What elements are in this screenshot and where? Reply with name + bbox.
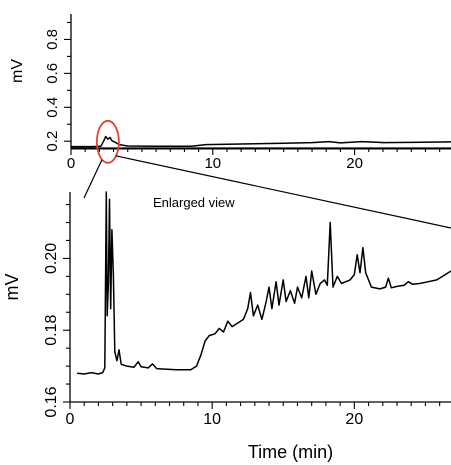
chromatogram-trace bbox=[77, 191, 451, 375]
enlarged-chart: 0 10 20 0.16 0.18 0.20 mV Time (min) bbox=[2, 191, 451, 462]
y-axis-title: mV bbox=[9, 59, 26, 83]
y-tick-label: 0.20 bbox=[43, 243, 60, 274]
highlight-ellipse bbox=[95, 119, 120, 164]
x-axis-title: Time (min) bbox=[248, 442, 333, 462]
y-axis-title: mV bbox=[2, 274, 22, 301]
y-tick-label: 0.16 bbox=[43, 386, 60, 417]
x-tick-label: 10 bbox=[203, 411, 221, 428]
x-tick-label: 20 bbox=[345, 411, 363, 428]
x-tick-label: 0 bbox=[67, 155, 75, 172]
y-tick-label: 0.2 bbox=[44, 131, 61, 152]
x-tick-label: 10 bbox=[204, 155, 221, 172]
zoom-connector-right bbox=[115, 155, 451, 229]
x-tick-label: 0 bbox=[66, 411, 75, 428]
y-tick-label: 0.4 bbox=[44, 97, 61, 118]
chromatogram-trace bbox=[71, 135, 451, 148]
y-tick-label: 0.18 bbox=[43, 315, 60, 346]
enlarged-view-label: Enlarged view bbox=[153, 195, 235, 210]
zoom-connector-left bbox=[83, 159, 103, 199]
y-tick-label: 0.8 bbox=[44, 29, 61, 50]
overview-chart: 0 10 20 0.2 0.4 0.6 0.8 mV bbox=[9, 14, 451, 172]
zoom-connector-lines bbox=[83, 155, 451, 229]
x-tick-label: 20 bbox=[346, 155, 363, 172]
y-tick-label: 0.6 bbox=[44, 63, 61, 84]
